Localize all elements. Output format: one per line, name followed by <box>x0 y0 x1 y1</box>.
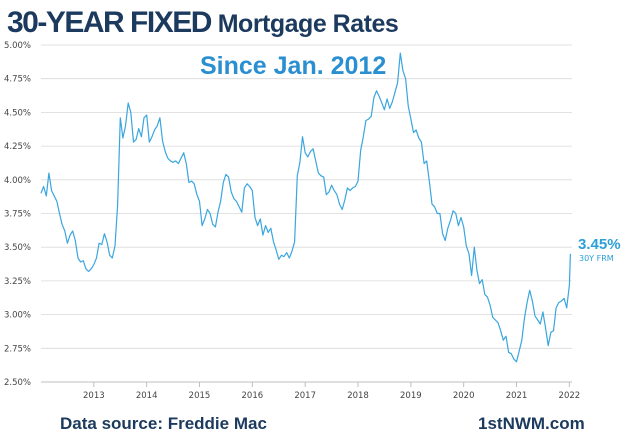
chart-title-bold: 30-YEAR FIXED <box>7 6 212 39</box>
x-tick-label: 2021 <box>506 391 528 401</box>
x-tick-label: 2015 <box>189 391 211 401</box>
x-tick-label: 2018 <box>347 391 369 401</box>
x-tick-label: 2017 <box>294 391 316 401</box>
gridlines <box>41 44 572 349</box>
x-tick-label: 2019 <box>400 391 422 401</box>
brand-caption: 1stNWM.com <box>478 414 585 433</box>
x-tick-label: 2013 <box>83 391 105 401</box>
x-axis-ticks: 2013 2014 2015 2016 2017 2018 2019 2020 2021 2022 <box>83 382 580 401</box>
y-tick-label: 4.25% <box>4 142 31 152</box>
y-tick-label: 3.50% <box>4 243 31 253</box>
data-source-caption: Data source: Freddie Mac <box>60 414 267 433</box>
x-tick-label: 2014 <box>136 391 158 401</box>
end-value-label: 3.45% <box>578 236 621 253</box>
chart-title-rest: Mortgage Rates <box>217 10 399 38</box>
chart-subtitle: Since Jan. 2012 <box>200 52 387 80</box>
y-axis-ticks: 5.00% 4.75% 4.50% 4.25% 4.00% 3.75% 3.50% 3.25%… <box>4 41 31 388</box>
x-tick-label: 2022 <box>559 391 581 401</box>
x-tick-label: 2020 <box>453 391 475 401</box>
end-series-label: 30Y FRM <box>579 254 614 263</box>
series-line-30y-frm <box>40 52 571 363</box>
y-tick-label: 2.50% <box>4 378 31 388</box>
y-tick-label: 3.75% <box>4 210 31 220</box>
y-tick-label: 4.00% <box>4 176 31 186</box>
x-tick-label: 2016 <box>242 391 264 401</box>
y-tick-label: 5.00% <box>4 41 31 51</box>
y-tick-label: 2.75% <box>4 344 31 354</box>
chart-title: 30-YEAR FIXED Mortgage Rates <box>7 6 399 40</box>
y-tick-label: 3.25% <box>4 277 31 287</box>
y-tick-label: 4.75% <box>4 75 31 85</box>
y-tick-label: 3.00% <box>4 311 31 321</box>
y-tick-label: 4.50% <box>4 108 31 118</box>
